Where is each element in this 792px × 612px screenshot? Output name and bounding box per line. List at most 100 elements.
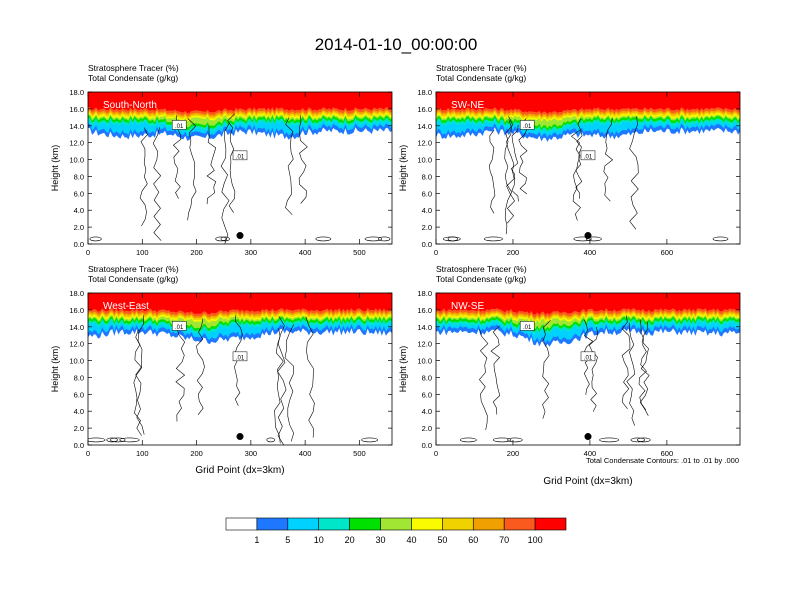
y-tick-label: 4.0 (422, 206, 432, 215)
colorbar-swatch (256, 517, 289, 531)
colorbar-swatch (225, 517, 258, 531)
condensate-contour (364, 236, 383, 242)
condensate-contour (573, 236, 592, 242)
condensate-contour (139, 127, 148, 227)
condensate-contour (603, 118, 614, 202)
y-tick-label: 6.0 (422, 189, 432, 198)
location-marker (584, 232, 592, 240)
panel-header-tracer: Stratosphere Tracer (%) (88, 63, 179, 73)
y-tick-label: 4.0 (422, 407, 432, 416)
x-tick-label: 600 (661, 248, 674, 257)
y-tick-label: 12.0 (417, 340, 432, 349)
figure-title: 2014-01-10_00:00:00 (315, 35, 478, 54)
condensate-contour (152, 127, 162, 241)
condensate-contour (109, 437, 126, 443)
colorbar-label: 10 (314, 535, 324, 545)
y-tick-label: 6.0 (74, 189, 84, 198)
colorbar-swatch (503, 517, 536, 531)
condensate-contour (585, 236, 602, 242)
y-tick-label: 14.0 (417, 122, 432, 131)
x-tick-label: 400 (299, 248, 312, 257)
condensate-contour (206, 125, 217, 205)
condensate-contour (89, 236, 102, 242)
condensate-contour (88, 437, 106, 443)
condensate-contour (479, 329, 489, 431)
colorbar-label: 20 (345, 535, 355, 545)
y-axis-title: Height (km) (50, 346, 60, 393)
y-tick-label: 0.0 (422, 240, 432, 249)
y-tick-label: 6.0 (422, 390, 432, 399)
y-tick-label: 14.0 (69, 323, 84, 332)
condensate-contour (588, 327, 599, 412)
plot-area: .01 .01 (436, 92, 740, 244)
condensate-contour (135, 315, 145, 435)
y-tick-label: 12.0 (69, 340, 84, 349)
contour-label-box (519, 120, 535, 130)
x-tick-label: 0 (434, 449, 438, 458)
colorbar-label: 70 (499, 535, 509, 545)
condensate-contour (298, 115, 308, 204)
x-tick-label: 0 (86, 449, 90, 458)
condensate-contour (119, 437, 140, 443)
contour-label-box (171, 120, 187, 130)
x-tick-label: 400 (299, 449, 312, 458)
condensate-contour (227, 113, 236, 213)
condensate-contour (361, 437, 378, 443)
condensate-contour (483, 236, 503, 242)
condensate-contour (639, 321, 650, 416)
y-tick-label: 8.0 (74, 373, 84, 382)
y-tick-label: 18.0 (417, 289, 432, 298)
y-tick-label: 16.0 (417, 306, 432, 315)
condensate-contour (447, 236, 458, 242)
colorbar-label: 40 (406, 535, 416, 545)
condensate-contour (106, 437, 118, 443)
section-label: West-East (103, 301, 149, 312)
y-tick-label: 14.0 (69, 122, 84, 131)
condensate-contour (637, 437, 651, 443)
contour-label: .01 (523, 124, 532, 130)
condensate-contour (220, 123, 230, 244)
y-tick-label: 18.0 (69, 88, 84, 97)
section-label: SW-NE (451, 100, 484, 111)
condensate-contour (630, 437, 646, 443)
contour-label: .01 (523, 325, 532, 331)
y-tick-label: 18.0 (417, 88, 432, 97)
condensate-contour (504, 116, 514, 235)
x-tick-label: 100 (136, 449, 149, 458)
x-tick-label: 300 (245, 248, 258, 257)
x-tick-label: 200 (507, 449, 520, 458)
y-tick-label: 0.0 (74, 441, 84, 450)
condensate-contour (626, 322, 636, 426)
location-marker (236, 232, 244, 240)
condensate-contour (599, 437, 620, 443)
contour-label: .01 (175, 124, 184, 130)
panel-west-east: Stratosphere Tracer (%)Total Condensate … (50, 264, 393, 476)
condensate-contour (542, 320, 551, 419)
colorbar-swatch (349, 517, 381, 531)
y-tick-label: 4.0 (74, 206, 84, 215)
condensate-contour (378, 236, 391, 242)
colorbar-swatch (472, 517, 505, 531)
colorbar: 1 5 10 20 30 40 50 60 70 100 (225, 517, 567, 545)
condensate-contour (284, 324, 295, 442)
condensate-contour (266, 437, 276, 443)
contour-note: Total Condensate Contours: .01 to .01 by… (586, 456, 739, 465)
condensate-contour (507, 437, 523, 443)
panel-header-condensate: Total Condensate (g/kg) (88, 73, 178, 83)
x-tick-label: 400 (584, 449, 597, 458)
y-tick-label: 2.0 (74, 223, 84, 232)
y-tick-label: 0.0 (74, 240, 84, 249)
contour-label-box (171, 321, 187, 331)
panels: Stratosphere Tracer (%)Total Condensate … (50, 63, 741, 487)
colorbar-label: 60 (468, 535, 478, 545)
condensate-contour (220, 236, 230, 242)
plot-area: .01 .01 (88, 293, 392, 445)
colorbar-swatch (287, 517, 320, 531)
y-axis-title: Height (km) (398, 346, 408, 393)
x-axis-title: Grid Point (dx=3km) (195, 465, 284, 476)
contour-label: .01 (236, 355, 245, 361)
y-axis-title: Height (km) (50, 145, 60, 192)
panel-header-condensate: Total Condensate (g/kg) (436, 73, 526, 83)
tracer-band-10 (436, 92, 740, 114)
